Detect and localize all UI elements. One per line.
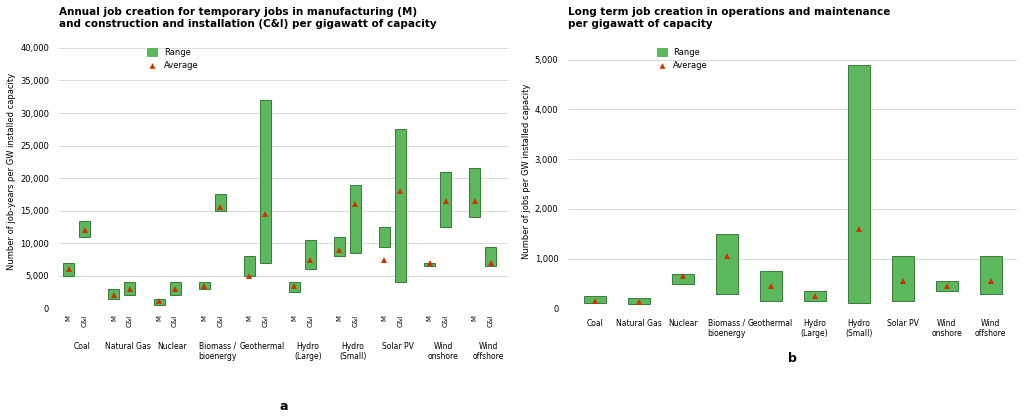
Bar <box>80 220 90 237</box>
Bar <box>125 282 135 295</box>
Bar <box>289 282 300 292</box>
Bar <box>379 227 390 247</box>
Bar <box>215 194 225 211</box>
Bar <box>170 282 180 295</box>
Bar <box>244 256 255 276</box>
Bar <box>334 237 345 256</box>
Bar <box>63 263 75 276</box>
Bar <box>848 65 869 304</box>
Bar <box>892 256 913 301</box>
Bar <box>716 234 737 294</box>
Bar <box>672 273 693 284</box>
Bar <box>440 172 452 227</box>
X-axis label: b: b <box>788 352 797 365</box>
Bar <box>469 168 480 217</box>
Bar <box>936 281 957 291</box>
Bar <box>424 263 435 266</box>
Bar <box>260 100 270 263</box>
Y-axis label: Number of job-years per GW installed capacity: Number of job-years per GW installed cap… <box>7 73 16 270</box>
Bar <box>199 282 210 289</box>
Bar <box>350 185 360 253</box>
Bar <box>305 240 315 269</box>
Legend: Range, Average: Range, Average <box>653 45 712 74</box>
Legend: Range, Average: Range, Average <box>143 45 202 74</box>
Y-axis label: Number of jobs per GW installed capacity: Number of jobs per GW installed capacity <box>521 84 530 259</box>
X-axis label: a: a <box>279 400 288 413</box>
Bar <box>804 291 825 301</box>
Bar <box>395 129 406 282</box>
Bar <box>628 299 649 304</box>
Bar <box>760 271 781 301</box>
Bar <box>980 256 1001 294</box>
Bar <box>154 299 165 305</box>
Bar <box>109 289 120 299</box>
Text: Annual job creation for temporary jobs in manufacturing (M)
and construction and: Annual job creation for temporary jobs i… <box>58 7 436 29</box>
Bar <box>485 247 497 266</box>
Bar <box>584 296 605 304</box>
Text: Long term job creation in operations and maintenance
per gigawatt of capacity: Long term job creation in operations and… <box>568 7 891 29</box>
